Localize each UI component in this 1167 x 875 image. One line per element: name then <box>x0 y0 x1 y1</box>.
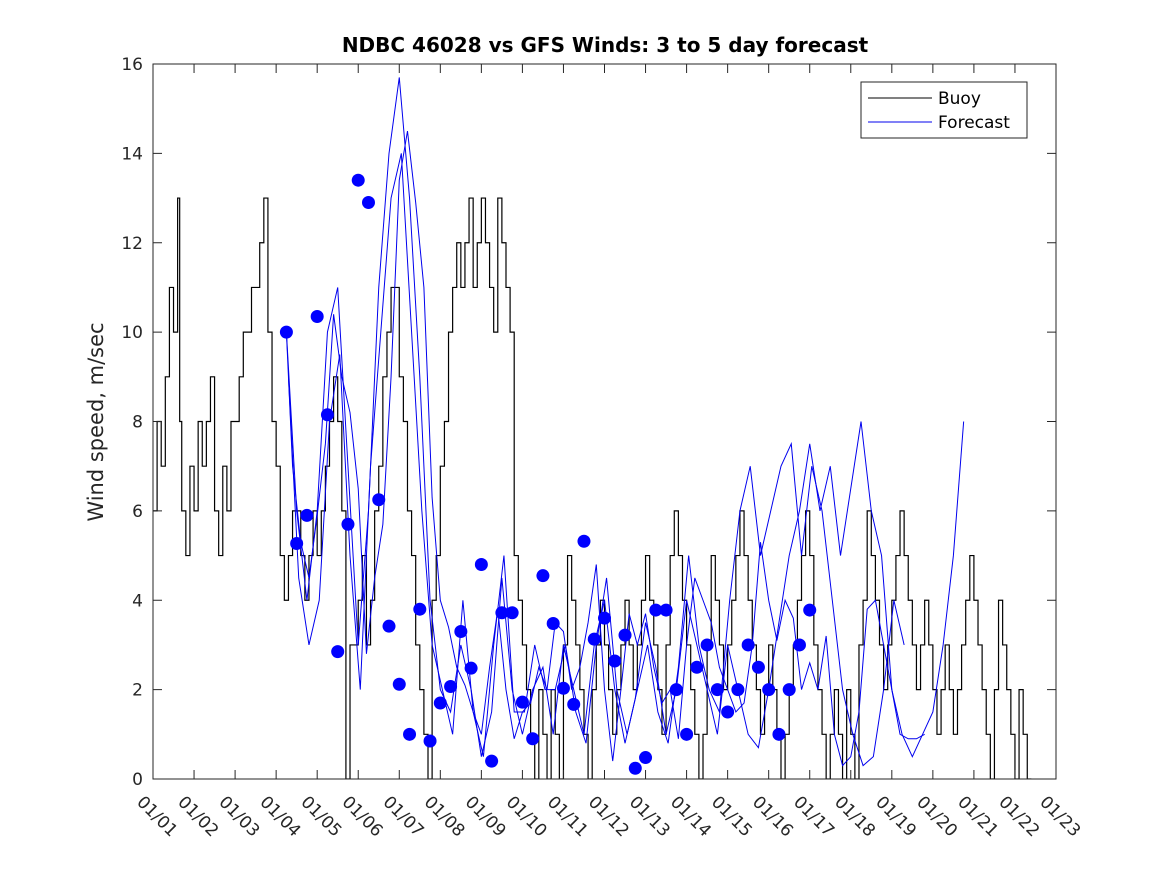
axes: 024681012141601/0101/0201/0301/0401/0501… <box>121 55 1084 841</box>
forecast-marker <box>782 683 796 697</box>
forecast-marker <box>628 761 642 775</box>
x-tick-label: 01/10 <box>502 792 551 841</box>
forecast-marker <box>659 603 673 617</box>
forecast-marker <box>454 625 468 639</box>
forecast-marker <box>556 681 570 695</box>
x-tick-label: 01/14 <box>666 792 715 841</box>
buoy-line <box>153 197 1032 779</box>
x-tick-label: 01/03 <box>215 792 264 841</box>
x-tick-label: 01/15 <box>707 792 756 841</box>
forecast-marker <box>526 732 540 746</box>
x-tick-label: 01/06 <box>338 792 387 841</box>
y-tick-label: 12 <box>121 234 143 254</box>
forecast-marker <box>762 683 776 697</box>
forecast-marker <box>320 408 334 422</box>
forecast-marker <box>444 679 458 693</box>
forecast-marker <box>433 696 447 710</box>
forecast-marker <box>464 661 478 675</box>
x-tick-label: 01/19 <box>871 792 920 841</box>
forecast-marker <box>351 173 365 187</box>
x-tick-label: 01/09 <box>461 792 510 841</box>
plot-markers <box>279 173 817 775</box>
forecast-marker <box>587 632 601 646</box>
forecast-marker <box>485 754 499 768</box>
x-tick-label: 01/20 <box>912 792 961 841</box>
x-tick-label: 01/12 <box>584 792 633 841</box>
forecast-marker <box>474 558 488 571</box>
forecast-marker <box>423 734 437 748</box>
forecast-marker <box>505 606 519 620</box>
x-tick-label: 01/23 <box>1035 792 1084 841</box>
y-tick-label: 2 <box>132 681 143 701</box>
x-tick-label: 01/13 <box>625 792 674 841</box>
x-tick-label: 01/05 <box>297 792 346 841</box>
forecast-marker <box>413 602 427 616</box>
forecast-marker <box>392 677 406 691</box>
forecast-marker <box>361 196 375 210</box>
forecast-marker <box>546 616 560 630</box>
x-tick-label: 01/07 <box>379 792 428 841</box>
y-tick-label: 0 <box>132 770 143 790</box>
y-tick-label: 6 <box>132 502 143 522</box>
forecast-marker <box>331 645 345 659</box>
forecast-marker <box>608 654 622 668</box>
y-tick-label: 10 <box>121 323 143 343</box>
forecast-marker <box>710 683 724 697</box>
x-tick-label: 01/16 <box>748 792 797 841</box>
forecast-marker <box>751 660 765 674</box>
forecast-marker <box>598 611 611 625</box>
y-tick-label: 14 <box>121 144 143 164</box>
x-tick-label: 01/17 <box>789 792 838 841</box>
x-tick-label: 01/18 <box>830 792 879 841</box>
x-tick-label: 01/11 <box>543 792 592 841</box>
forecast-marker <box>310 309 324 323</box>
forecast-marker <box>577 534 591 548</box>
forecast-marker <box>403 727 417 741</box>
forecast-marker <box>741 638 755 652</box>
x-tick-label: 01/04 <box>256 792 305 841</box>
forecast-marker <box>290 536 304 550</box>
forecast-marker <box>680 727 694 741</box>
forecast-marker <box>669 683 683 697</box>
x-tick-label: 01/22 <box>994 792 1043 841</box>
forecast-marker <box>721 705 735 719</box>
forecast-line-1 <box>285 130 925 767</box>
forecast-line-2 <box>285 77 965 758</box>
forecast-marker <box>772 727 786 741</box>
forecast-marker <box>731 683 745 697</box>
forecast-marker <box>639 751 653 765</box>
forecast-marker <box>495 606 509 620</box>
forecast-marker <box>515 695 529 709</box>
forecast-marker <box>382 619 396 633</box>
x-tick-label: 01/21 <box>953 792 1002 841</box>
y-tick-label: 4 <box>132 591 143 611</box>
y-axis-label: Wind speed, m/sec <box>84 322 108 521</box>
y-tick-label: 16 <box>121 55 143 75</box>
forecast-marker <box>300 508 314 522</box>
x-tick-label: 01/01 <box>132 792 181 841</box>
forecast-marker <box>341 517 355 531</box>
chart-title: NDBC 46028 vs GFS Winds: 3 to 5 day fore… <box>342 33 869 57</box>
forecast-marker <box>690 660 704 674</box>
forecast-marker <box>536 569 550 583</box>
x-tick-label: 01/08 <box>420 792 469 841</box>
forecast-marker <box>792 638 806 652</box>
legend-forecast-label: Forecast <box>938 113 1010 133</box>
forecast-marker <box>700 638 714 652</box>
forecast-marker <box>567 697 581 711</box>
forecast-marker <box>649 603 663 617</box>
forecast-marker <box>618 628 632 642</box>
plot-series <box>153 77 1032 779</box>
forecast-marker <box>372 493 386 507</box>
forecast-marker <box>803 603 817 617</box>
legend-buoy-label: Buoy <box>938 89 981 109</box>
y-tick-label: 8 <box>132 413 143 433</box>
legend: Buoy Forecast <box>860 81 1028 139</box>
legend-box <box>860 81 1028 139</box>
forecast-marker <box>279 325 293 339</box>
x-tick-label: 01/02 <box>174 792 223 841</box>
